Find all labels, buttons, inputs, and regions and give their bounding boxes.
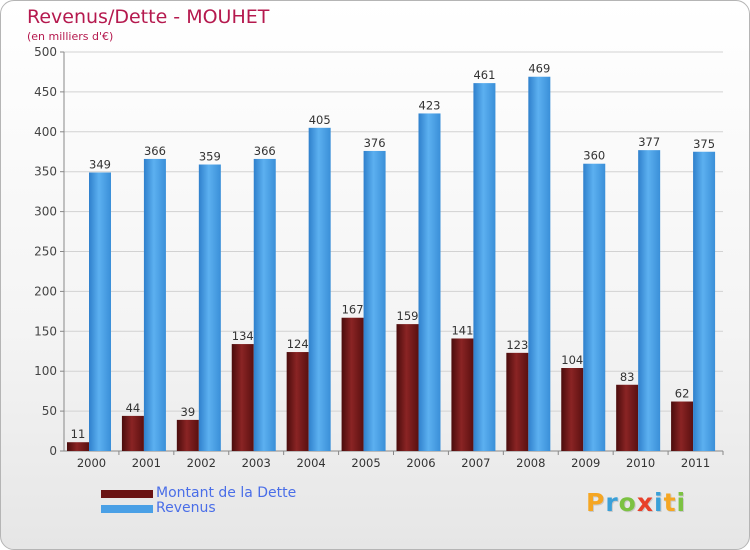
data-label-revenus: 377	[638, 135, 660, 149]
bar-debt	[121, 415, 144, 451]
bar-revenus	[363, 150, 386, 451]
bar-revenus	[528, 76, 551, 451]
data-label-debt: 11	[71, 427, 86, 441]
logo-letter: t	[663, 488, 677, 517]
chart-subtitle: (en milliers d'€)	[27, 30, 114, 43]
bar-revenus	[473, 83, 496, 451]
y-tick-label: 50	[42, 404, 57, 418]
data-label-revenus: 375	[693, 137, 715, 151]
data-label-debt: 83	[620, 370, 635, 384]
bar-revenus	[253, 158, 276, 451]
x-tick-label: 2010	[626, 456, 655, 470]
data-label-debt: 159	[397, 309, 419, 323]
data-label-revenus: 469	[528, 62, 550, 76]
y-tick-label: 250	[34, 245, 57, 259]
logo-letter: i	[676, 488, 687, 517]
x-tick-label: 2000	[77, 456, 106, 470]
x-tick-label: 2006	[406, 456, 435, 470]
data-label-revenus: 359	[199, 150, 221, 164]
proxiti-logo: Proxiti	[586, 488, 686, 517]
bar-debt	[176, 419, 199, 451]
y-tick-label: 500	[34, 45, 57, 59]
y-tick-label: 450	[34, 85, 57, 99]
data-label-revenus: 405	[309, 113, 331, 127]
data-label-revenus: 349	[89, 157, 111, 171]
data-label-debt: 44	[126, 401, 141, 415]
bar-debt	[396, 324, 419, 451]
logo-letter: x	[636, 488, 654, 517]
y-tick-label: 350	[34, 165, 57, 179]
logo-letter: i	[654, 488, 664, 517]
logo-letter: P	[586, 488, 606, 517]
data-label-debt: 39	[181, 405, 196, 419]
x-tick-label: 2011	[681, 456, 710, 470]
chart-title: Revenus/Dette - MOUHET	[27, 6, 270, 28]
bar-revenus	[638, 150, 661, 452]
logo-letter: o	[618, 488, 637, 517]
bar-debt	[286, 352, 309, 451]
data-label-debt: 124	[287, 337, 309, 351]
bar-revenus	[308, 127, 331, 451]
data-label-revenus: 461	[473, 68, 495, 82]
bar-revenus	[693, 151, 716, 451]
bar-revenus	[418, 113, 441, 452]
bar-revenus	[583, 163, 606, 451]
bar-revenus	[143, 158, 166, 451]
data-label-revenus: 366	[144, 144, 166, 158]
bar-debt	[561, 368, 584, 451]
x-tick-label: 2002	[187, 456, 216, 470]
bar-debt	[506, 352, 529, 451]
y-tick-label: 0	[49, 444, 57, 458]
data-label-revenus: 360	[583, 149, 605, 163]
logo-letter: r	[605, 488, 619, 517]
x-tick-label: 2007	[461, 456, 490, 470]
bar-debt	[341, 317, 364, 451]
x-tick-label: 2004	[296, 456, 325, 470]
bar-revenus	[198, 164, 221, 451]
x-tick-label: 2003	[242, 456, 271, 470]
data-label-debt: 134	[232, 329, 254, 343]
bar-debt	[671, 401, 694, 451]
data-label-revenus: 366	[254, 144, 276, 158]
legend-swatch-revenus	[101, 505, 153, 513]
bar-revenus	[89, 172, 111, 452]
y-tick-label: 150	[34, 324, 57, 338]
bar-debt	[67, 442, 89, 451]
y-tick-label: 400	[34, 125, 57, 139]
x-tick-label: 2008	[516, 456, 545, 470]
data-label-debt: 167	[342, 303, 364, 317]
legend-label-revenus: Revenus	[156, 500, 216, 516]
legend-swatch-debt	[101, 490, 153, 498]
data-label-revenus: 376	[364, 136, 386, 150]
data-label-debt: 62	[675, 387, 690, 401]
legend-label-debt: Montant de la Dette	[156, 485, 297, 501]
data-label-debt: 104	[561, 353, 583, 367]
x-tick-label: 2005	[351, 456, 380, 470]
bar-debt	[231, 344, 254, 451]
data-label-debt: 141	[451, 323, 473, 337]
x-tick-label: 2009	[571, 456, 600, 470]
y-tick-label: 200	[34, 284, 57, 298]
y-tick-label: 100	[34, 364, 57, 378]
x-tick-label: 2001	[132, 456, 161, 470]
bar-debt	[616, 384, 639, 451]
data-label-debt: 123	[506, 338, 528, 352]
bar-debt	[451, 338, 474, 451]
data-label-revenus: 423	[419, 98, 441, 112]
y-tick-label: 300	[34, 205, 57, 219]
